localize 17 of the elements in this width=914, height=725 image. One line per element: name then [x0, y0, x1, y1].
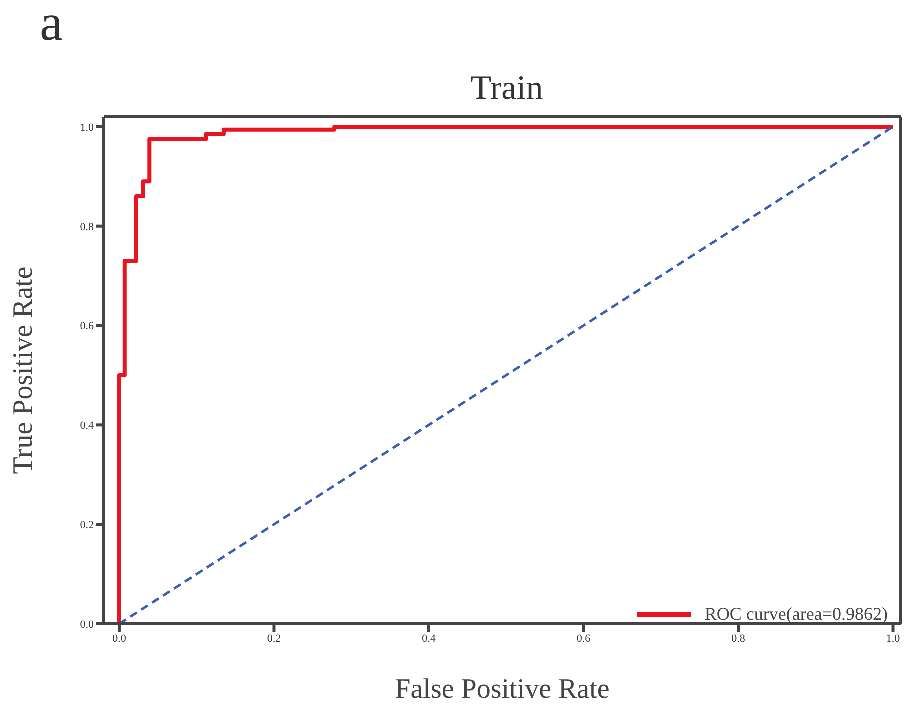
x-tick-label: 0.0: [112, 632, 127, 645]
chart-title: Train: [470, 70, 544, 108]
x-tick-label: 0.6: [576, 632, 592, 645]
y-tick-label: 0.4: [80, 420, 94, 432]
y-tick-label: 1.0: [80, 122, 94, 134]
text: a: [40, 0, 64, 53]
x-tick-label: 0.2: [267, 632, 282, 645]
legend-label: ROC curve(area=0.9862): [704, 604, 888, 625]
y-tick-label: 0.6: [80, 320, 94, 333]
y-tick-label: 0.0: [80, 618, 94, 631]
x-tick-label: 0.8: [732, 632, 746, 645]
y-axis-title: True Positive Rate: [8, 266, 39, 474]
x-tick-label: 1.0: [886, 632, 901, 645]
y-tick-label: 0.2: [80, 519, 94, 532]
x-tick-label: 0.4: [422, 632, 436, 645]
x-axis-title: False Positive Rate: [395, 674, 610, 705]
y-tick-label: 0.8: [80, 221, 94, 234]
